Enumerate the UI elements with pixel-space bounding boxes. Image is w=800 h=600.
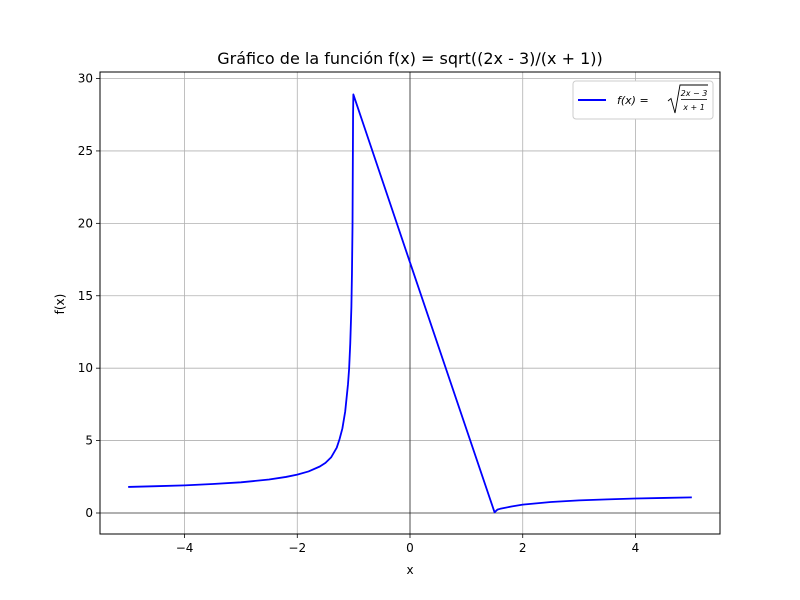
x-tick-label: 4 (632, 541, 640, 555)
x-tick-label: −2 (288, 541, 306, 555)
legend-box (572, 80, 714, 120)
x-axis-label: x (406, 563, 413, 577)
x-axis: −4 −2 0 2 4 (176, 534, 640, 555)
y-axis: 0 5 10 15 20 25 30 (78, 72, 100, 520)
x-tick-label: 0 (406, 541, 414, 555)
legend-denominator: x + 1 (682, 103, 705, 112)
series-line-0 (128, 93, 692, 514)
x-tick-label: −4 (176, 541, 194, 555)
y-tick-label: 25 (78, 144, 93, 158)
legend-numerator: 2x − 3 (681, 89, 708, 98)
plot-series (128, 93, 692, 514)
y-tick-label: 0 (85, 506, 93, 520)
y-tick-label: 15 (78, 289, 93, 303)
y-axis-label: f(x) (53, 294, 67, 315)
legend-label-lhs: f(x) = (617, 94, 649, 107)
y-tick-label: 20 (78, 216, 93, 230)
legend: f(x) = 2x − 3 x + 1 (572, 80, 714, 120)
x-tick-label: 2 (519, 541, 527, 555)
y-tick-label: 10 (78, 361, 93, 375)
y-tick-label: 5 (85, 434, 93, 448)
reference-lines (100, 72, 720, 534)
legend-radical (667, 84, 708, 114)
y-tick-label: 30 (78, 72, 93, 86)
chart-title: Gráfico de la función f(x) = sqrt((2x - … (217, 49, 602, 68)
